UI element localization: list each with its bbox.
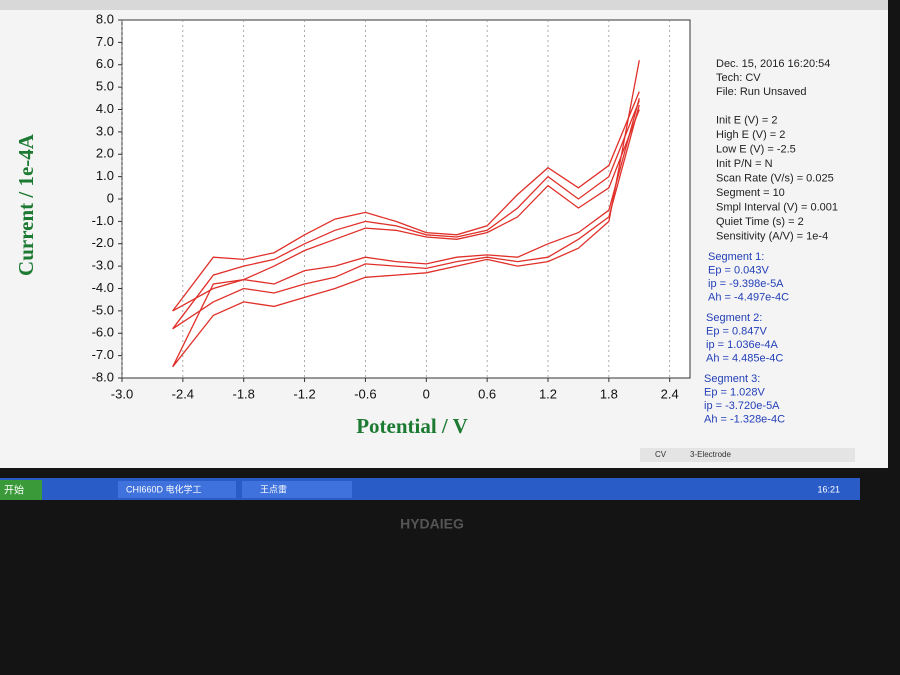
segment-ah: Ah = 4.485e-4C (706, 352, 783, 364)
info-line: Low E (V) = -2.5 (716, 143, 796, 155)
info-line: Segment = 10 (716, 187, 785, 199)
status-bar (640, 448, 855, 462)
segment-ip: ip = -9.398e-5A (708, 278, 784, 290)
clock: 16:21 (817, 484, 840, 494)
x-tick-label: -3.0 (111, 386, 133, 401)
cv-curve (172, 91, 640, 312)
y-tick-label: 0 (107, 190, 114, 205)
y-tick-label: 1.0 (96, 168, 114, 183)
monitor-brand: HYDAIEG (400, 516, 464, 532)
info-line: Init E (V) = 2 (716, 114, 777, 126)
y-axis-label: Current / 1e-4A (14, 133, 38, 276)
info-line: Sensitivity (A/V) = 1e-4 (716, 230, 828, 242)
info-line: Smpl Interval (V) = 0.001 (716, 201, 838, 213)
segment-ip: ip = -3.720e-5A (704, 400, 780, 412)
y-tick-label: -1.0 (92, 213, 114, 228)
y-tick-label: 5.0 (96, 79, 114, 94)
cv-curve (172, 60, 640, 368)
plot-area (121, 19, 691, 379)
segment-title: Segment 3: (704, 373, 760, 385)
segment-title: Segment 2: (706, 312, 762, 324)
y-tick-label: -8.0 (92, 369, 114, 384)
task-label[interactable]: CHI660D 电化学工 (126, 483, 202, 494)
info-line: Init P/N = N (716, 158, 773, 170)
info-line: Tech: CV (716, 72, 761, 84)
y-tick-label: 6.0 (96, 56, 114, 71)
info-line: Quiet Time (s) = 2 (716, 216, 804, 228)
y-tick-label: -7.0 (92, 347, 114, 362)
status-mode: CV (655, 450, 667, 459)
y-tick-label: 2.0 (96, 146, 114, 161)
task-item[interactable] (118, 481, 236, 498)
x-tick-label: -2.4 (172, 386, 194, 401)
task-item[interactable] (242, 481, 352, 498)
info-line: File: Run Unsaved (716, 86, 807, 98)
y-tick-label: 3.0 (96, 123, 114, 138)
info-line: Scan Rate (V/s) = 0.025 (716, 172, 834, 184)
y-tick-label: -5.0 (92, 302, 114, 317)
y-tick-label: 4.0 (96, 101, 114, 116)
segment-ep: Ep = 1.028V (704, 386, 766, 398)
start-button[interactable] (0, 480, 42, 500)
y-tick-label: 8.0 (96, 11, 114, 26)
cv-curve (172, 100, 640, 330)
segment-ah: Ah = -1.328e-4C (704, 413, 785, 425)
segment-ah: Ah = -4.497e-4C (708, 291, 789, 303)
x-axis-label: Potential / V (356, 414, 468, 438)
y-tick-label: -4.0 (92, 280, 114, 295)
x-tick-label: 0.6 (478, 386, 496, 401)
status-electrode: 3-Electrode (690, 450, 731, 459)
x-tick-label: -1.8 (233, 386, 255, 401)
y-tick-label: -6.0 (92, 325, 114, 340)
x-tick-label: 1.2 (539, 386, 557, 401)
start-label[interactable]: 开始 (4, 484, 24, 497)
segment-ep: Ep = 0.043V (708, 264, 770, 276)
segment-ip: ip = 1.036e-4A (706, 339, 779, 351)
y-tick-label: 7.0 (96, 34, 114, 49)
y-tick-label: -3.0 (92, 258, 114, 273)
info-line: Dec. 15, 2016 16:20:54 (716, 58, 830, 70)
segment-ep: Ep = 0.847V (706, 325, 768, 337)
x-tick-label: -0.6 (354, 386, 376, 401)
x-tick-label: 0 (423, 386, 430, 401)
toolbar (0, 0, 888, 10)
x-tick-label: 2.4 (661, 386, 679, 401)
info-line: High E (V) = 2 (716, 129, 785, 141)
y-tick-label: -2.0 (92, 235, 114, 250)
task-label[interactable]: 王点雷 (260, 484, 287, 494)
segment-title: Segment 1: (708, 251, 764, 263)
x-tick-label: 1.8 (600, 386, 618, 401)
x-tick-label: -1.2 (293, 386, 315, 401)
